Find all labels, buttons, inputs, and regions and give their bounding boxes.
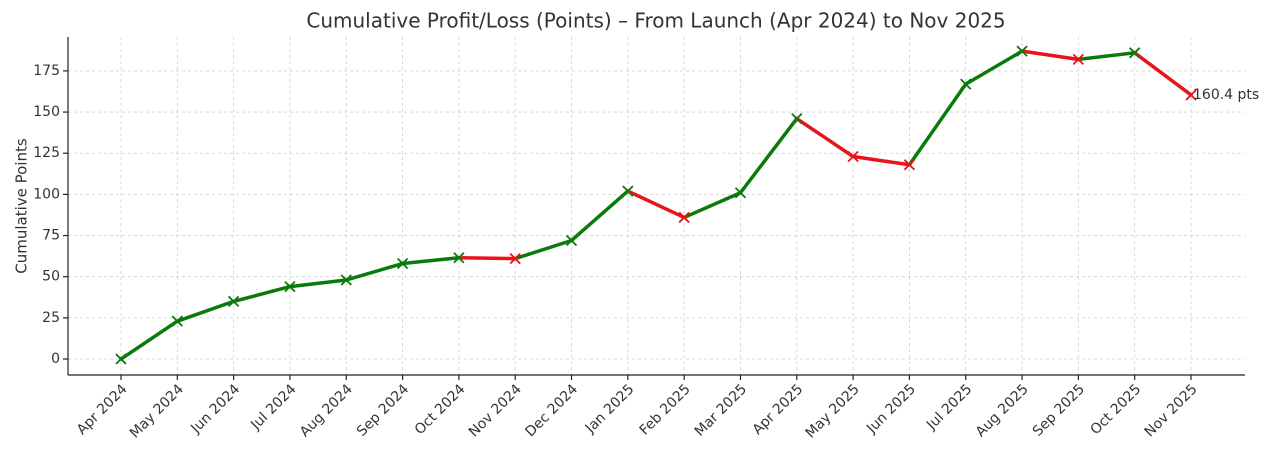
- point-marker: [227, 295, 240, 308]
- y-tick-label: 25: [42, 310, 60, 326]
- line-segment: [231, 284, 292, 304]
- line-segment: [569, 189, 630, 243]
- point-marker: [340, 274, 352, 286]
- x-tick-label: Jul 2024: [247, 381, 299, 433]
- x-tick-label: Jul 2025: [923, 381, 975, 433]
- line-segment: [119, 319, 180, 361]
- line-segment: [738, 116, 799, 195]
- point-marker: [1185, 89, 1197, 101]
- x-tick-label: Jun 2024: [187, 381, 243, 437]
- line-segment: [288, 278, 349, 289]
- point-marker: [453, 252, 465, 264]
- x-tick-label: Sep 2025: [1030, 381, 1088, 439]
- y-axis-label: Cumulative Points: [13, 138, 31, 274]
- x-tick-label: May 2024: [127, 381, 187, 441]
- x-tick-label: Jun 2025: [863, 381, 919, 437]
- line-segment: [175, 299, 236, 323]
- point-marker: [678, 211, 690, 224]
- x-tick-label: Jan 2025: [582, 381, 638, 437]
- end-label: 160.4 pts: [1193, 87, 1259, 103]
- line-segment: [851, 154, 912, 167]
- y-tick-label: 125: [33, 145, 60, 161]
- point-marker: [284, 280, 296, 293]
- x-tick-label: Apr 2025: [750, 381, 807, 438]
- point-marker: [734, 187, 747, 199]
- point-marker: [1072, 53, 1085, 66]
- x-tick-label: Oct 2024: [412, 381, 469, 438]
- line-segment: [626, 189, 686, 220]
- x-tick-label: Nov 2025: [1142, 381, 1201, 440]
- y-tick-label: 150: [33, 104, 60, 120]
- x-tick-label: Oct 2025: [1088, 381, 1145, 438]
- x-tick-label: Feb 2025: [637, 381, 694, 438]
- line-segment: [1076, 51, 1137, 62]
- x-tick-label: Mar 2025: [692, 381, 750, 439]
- line-segment: [1020, 49, 1081, 62]
- point-marker: [1016, 45, 1028, 57]
- point-marker: [960, 78, 972, 90]
- y-tick-label: 0: [51, 351, 60, 367]
- x-tick-label: Aug 2024: [297, 381, 356, 440]
- line-segment: [963, 49, 1024, 86]
- y-tick-label: 100: [33, 186, 60, 202]
- line-segment: [457, 256, 517, 261]
- x-tick-label: Aug 2025: [973, 381, 1032, 440]
- y-tick-label: 50: [42, 269, 60, 285]
- point-marker: [171, 315, 183, 327]
- y-tick-label: 75: [42, 228, 60, 244]
- line-segment: [682, 190, 743, 220]
- line-segment: [1132, 51, 1193, 97]
- line-segment: [400, 256, 461, 266]
- x-tick-label: May 2025: [803, 381, 863, 441]
- point-marker: [622, 185, 634, 197]
- point-marker: [1129, 47, 1141, 59]
- point-marker: [396, 257, 409, 270]
- y-tick-label: 175: [33, 63, 60, 79]
- line-segment: [907, 82, 968, 167]
- chart-title: Cumulative Profit/Loss (Points) – From L…: [306, 9, 1005, 33]
- point-marker: [509, 252, 521, 265]
- line-segment: [344, 261, 405, 282]
- point-marker: [115, 353, 127, 365]
- x-tick-label: Nov 2024: [466, 381, 525, 440]
- line-segment: [513, 238, 574, 261]
- x-tick-label: Apr 2024: [74, 381, 131, 438]
- x-tick-label: Dec 2024: [522, 381, 581, 440]
- line-segment: [795, 116, 855, 159]
- point-marker: [565, 234, 578, 247]
- point-marker: [847, 150, 859, 163]
- x-tick-label: Sep 2024: [354, 381, 412, 439]
- point-marker: [791, 113, 803, 125]
- point-marker: [903, 159, 916, 171]
